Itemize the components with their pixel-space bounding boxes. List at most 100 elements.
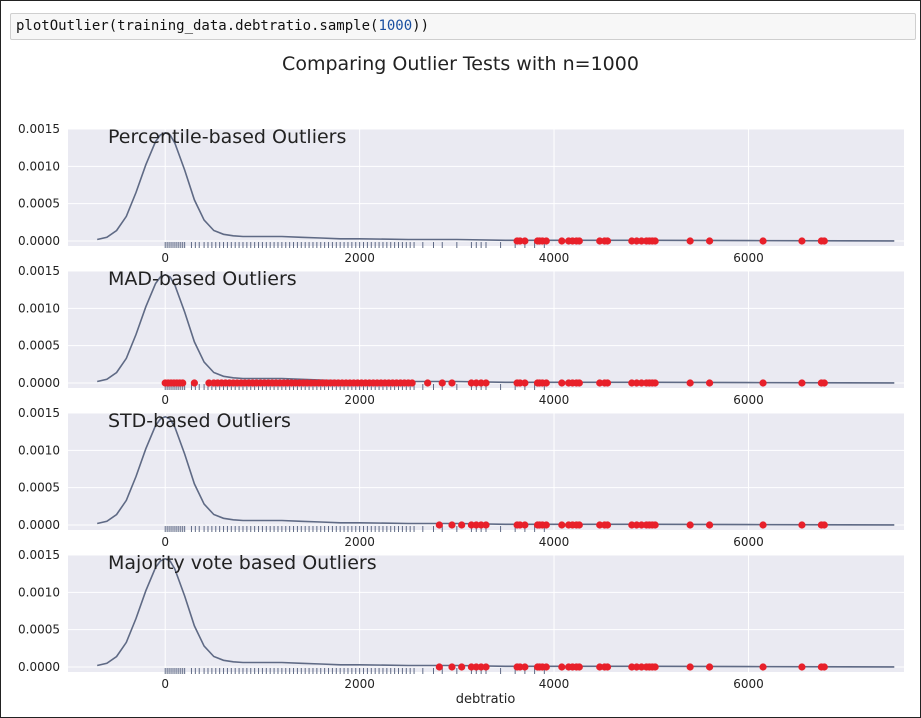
panel-2-xtick-label-3: 6000 <box>733 393 764 407</box>
panel-3-outlier-30 <box>705 521 714 529</box>
code-cell[interactable]: plotOutlier(training_data.debtratio.samp… <box>10 13 916 40</box>
panel-2-outlier-6 <box>179 379 187 387</box>
panel-1-xtick-label-3: 6000 <box>733 251 764 265</box>
panel-2-title: MAD-based Outliers <box>108 268 297 290</box>
panel-2-outlier-70 <box>521 379 529 387</box>
panel-2-outlier-91 <box>705 379 714 387</box>
panel-1-outlier-7 <box>558 237 566 245</box>
panel-3-outlier-32 <box>798 521 806 529</box>
panel-2-outlier-62 <box>438 379 446 387</box>
panel-4-ytick-label-2: 0.0010 <box>18 585 60 599</box>
panel-3-outlier-6 <box>482 521 490 529</box>
panel-3-outlier-18 <box>575 521 583 529</box>
code-text: plotOutlier(training_data.debtratio.samp… <box>16 18 429 34</box>
panel-1-outlier-11 <box>575 237 583 245</box>
panel-1-outlier-25 <box>798 237 806 245</box>
panel-4-xtick-label-0: 0 <box>161 677 169 691</box>
panel-3-ytick-label-3: 0.0015 <box>18 406 60 420</box>
panel-4-outlier-18 <box>575 663 583 671</box>
panel-4-kde-line <box>97 557 895 668</box>
panel-4-xtick-label-2: 4000 <box>539 677 570 691</box>
panel-4-outlier-2 <box>458 663 466 671</box>
panel-4-outlier-6 <box>482 663 490 671</box>
figure-title: Comparing Outlier Tests with n=1000 <box>282 53 639 75</box>
code-suffix: )) <box>412 18 430 34</box>
panel-3-ytick-label-0: 0.0000 <box>18 518 60 532</box>
panel-1-ytick-label-3: 0.0015 <box>18 122 60 136</box>
panel-3-outlier-31 <box>759 521 767 529</box>
panel-2-outlier-95 <box>820 379 828 387</box>
panel-4-outlier-1 <box>448 663 456 671</box>
panel-1-ytick-label-2: 0.0010 <box>18 159 60 173</box>
panel-1-xtick-label-1: 2000 <box>344 251 375 265</box>
panel-1-outlier-24 <box>759 237 767 245</box>
panel-2-outlier-75 <box>558 379 566 387</box>
panel-4-ytick-label-3: 0.0015 <box>18 548 60 562</box>
panel-2-outlier-82 <box>603 379 612 387</box>
panel-4-outlier-9 <box>521 663 529 671</box>
panel-4-outlier-32 <box>798 663 806 671</box>
panel-2-ytick-label-0: 0.0000 <box>18 376 60 390</box>
panel-4-outlier-0 <box>435 663 443 671</box>
panel-3-xtick-label-2: 4000 <box>539 535 570 549</box>
panel-1-outlier-21 <box>651 237 659 245</box>
panel-3-outlier-34 <box>820 521 828 529</box>
panel-2-kde-line <box>97 273 895 384</box>
panel-2-ytick-label-1: 0.0005 <box>18 339 60 353</box>
panel-3-outlier-1 <box>448 521 456 529</box>
panel-2-ytick-label-2: 0.0010 <box>18 301 60 315</box>
panel-1-outlier-23 <box>705 237 714 245</box>
panel-4-outlier-31 <box>759 663 767 671</box>
panel-2-outlier-90 <box>686 379 694 387</box>
panel-4-ytick-label-0: 0.0000 <box>18 660 60 674</box>
panel-3-kde-line <box>97 415 895 526</box>
panel-4-outlier-30 <box>705 663 714 671</box>
panel-3-outlier-9 <box>521 521 529 529</box>
panel-1-outlier-2 <box>521 237 529 245</box>
x-axis-label: debtratio <box>455 692 516 707</box>
panel-1-ytick-label-1: 0.0005 <box>18 197 60 211</box>
panel-1-title: Percentile-based Outliers <box>108 126 346 148</box>
panel-2-outlier-61 <box>424 379 432 387</box>
panel-4-outlier-29 <box>686 663 694 671</box>
panel-4-outlier-21 <box>603 663 612 671</box>
panel-3-outlier-14 <box>558 521 566 529</box>
panel-3-ytick-label-1: 0.0005 <box>18 481 60 495</box>
panel-1-ytick-label-0: 0.0000 <box>18 234 60 248</box>
panel-2-outlier-63 <box>448 379 456 387</box>
panel-4-outlier-28 <box>651 663 659 671</box>
panel-4-background <box>68 555 904 672</box>
panel-1-outlier-27 <box>820 237 828 245</box>
panel-3-xtick-label-0: 0 <box>161 535 169 549</box>
panel-3-outlier-13 <box>542 521 550 529</box>
panel-2-xtick-label-0: 0 <box>161 393 169 407</box>
panel-1-outlier-14 <box>603 237 612 245</box>
panel-4-outlier-34 <box>820 663 828 671</box>
panel-3-outlier-28 <box>651 521 659 529</box>
panel-3-xtick-label-3: 6000 <box>733 535 764 549</box>
code-argument: 1000 <box>378 18 413 34</box>
panel-3-outlier-2 <box>458 521 466 529</box>
panel-2-outlier-93 <box>798 379 806 387</box>
panel-1-outlier-22 <box>686 237 694 245</box>
panel-4-outlier-13 <box>542 663 550 671</box>
panel-2-xtick-label-2: 4000 <box>539 393 570 407</box>
panel-4-title: Majority vote based Outliers <box>108 552 377 574</box>
panel-2-outlier-60 <box>408 379 416 387</box>
panel-2-outlier-67 <box>482 379 490 387</box>
panel-2-xtick-label-1: 2000 <box>344 393 375 407</box>
panel-1-outlier-6 <box>542 237 550 245</box>
panel-3-xtick-label-1: 2000 <box>344 535 375 549</box>
panel-1-kde-line <box>97 131 895 242</box>
panel-2-outlier-89 <box>651 379 659 387</box>
panel-1-xtick-label-2: 4000 <box>539 251 570 265</box>
panel-2-outlier-74 <box>542 379 550 387</box>
panel-2-outlier-92 <box>759 379 767 387</box>
panel-2-outlier-79 <box>575 379 583 387</box>
panel-2-outlier-7 <box>190 379 198 387</box>
panel-3-outlier-21 <box>603 521 612 529</box>
panel-3-outlier-29 <box>686 521 694 529</box>
panel-3-ytick-label-2: 0.0010 <box>18 443 60 457</box>
panel-3-title: STD-based Outliers <box>108 410 291 432</box>
